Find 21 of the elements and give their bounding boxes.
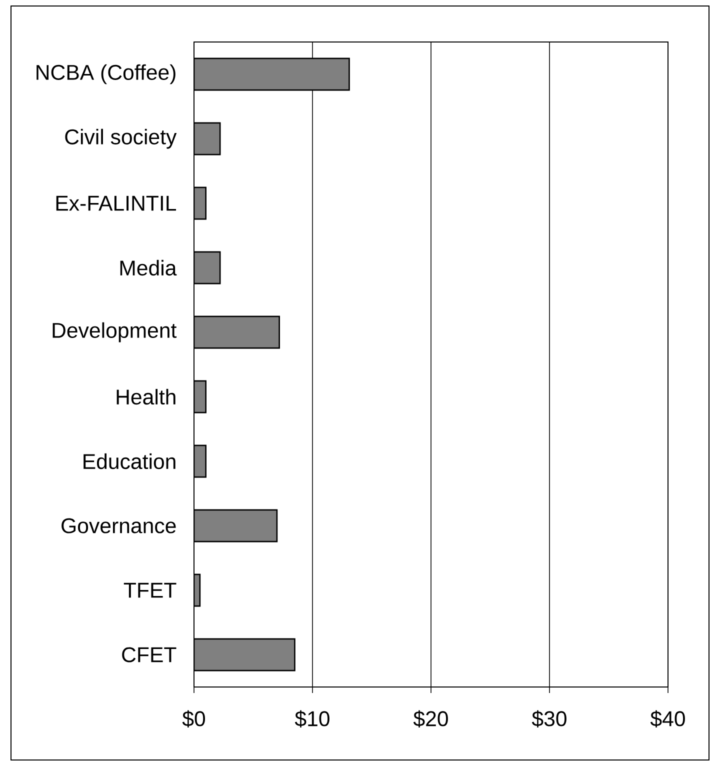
y-tick-label: NCBA (Coffee) <box>36 64 176 84</box>
y-tick-label: Civil society <box>65 128 177 149</box>
x-tick-label: $0 <box>182 710 206 728</box>
bar <box>194 316 280 349</box>
y-tick-label: CFET <box>122 647 176 662</box>
bar <box>194 251 221 284</box>
y-tick-label: Development <box>52 322 177 342</box>
x-tick-label: $30 <box>532 710 566 728</box>
y-tick-label: Education <box>84 453 176 470</box>
x-tick-label: $10 <box>294 710 330 728</box>
y-tick-label: Governance <box>62 518 176 534</box>
bar <box>194 638 296 672</box>
x-tick-label: $20 <box>413 710 448 728</box>
y-tick-label: Ex-FALINTIL <box>56 196 176 211</box>
bar <box>194 122 221 156</box>
y-tick-label: TFET <box>124 582 176 598</box>
y-tick-label: Health <box>116 388 176 405</box>
y-tick-label: Media <box>120 260 177 276</box>
bar <box>194 509 278 542</box>
x-tick-label: $40 <box>650 710 685 728</box>
bar <box>194 58 350 91</box>
